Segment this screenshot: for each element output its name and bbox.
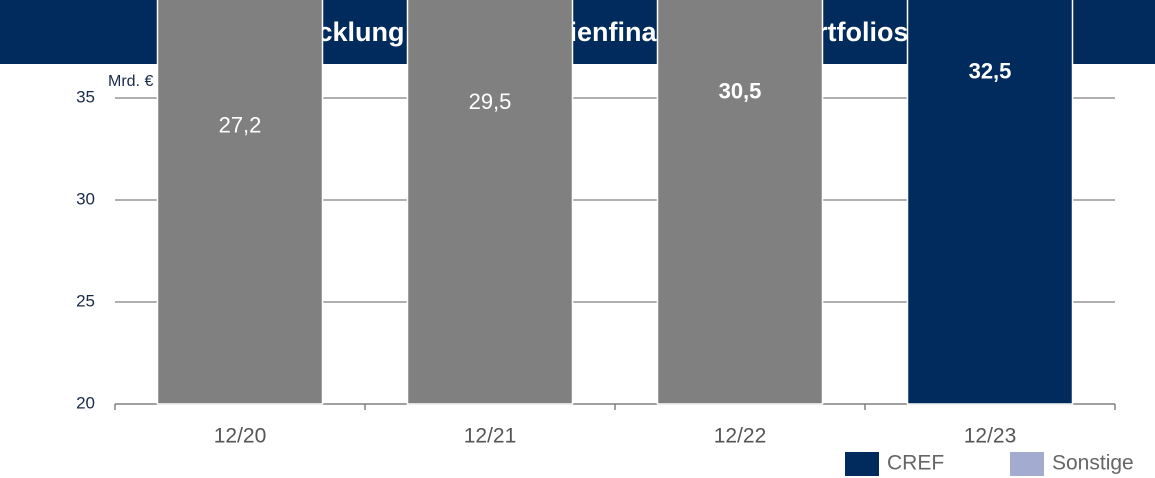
- value-label: 29,5: [469, 89, 512, 114]
- value-label: 32,5: [969, 58, 1012, 83]
- bar-segment: [906, 0, 1074, 405]
- y-tick-label: 30: [76, 189, 95, 208]
- legend-label: Sonstige: [1052, 452, 1134, 475]
- legend-label: CREF: [887, 452, 944, 475]
- x-tick-label: 12/23: [964, 425, 1017, 448]
- total-label: 32,9: [969, 100, 1012, 125]
- bar-segment: [656, 0, 824, 405]
- y-unit: Mrd. €: [108, 73, 153, 90]
- y-tick-label: 20: [76, 393, 95, 412]
- y-tick-label: 35: [76, 87, 95, 106]
- x-tick-label: 12/21: [464, 425, 517, 448]
- value-label: 30,5: [719, 79, 762, 104]
- bar-segment: [406, 0, 574, 405]
- value-label: 27,2: [219, 112, 262, 137]
- x-tick-label: 12/20: [214, 425, 267, 448]
- x-tick-label: 12/22: [714, 425, 767, 448]
- total-label: 30,9: [719, 140, 762, 165]
- total-label: 30,0: [469, 159, 512, 184]
- legend-swatch: [845, 452, 879, 476]
- legend-swatch: [1010, 452, 1044, 476]
- y-tick-label: 25: [76, 291, 95, 310]
- total-label: 27,8: [219, 204, 262, 229]
- bar-segment: [156, 0, 324, 405]
